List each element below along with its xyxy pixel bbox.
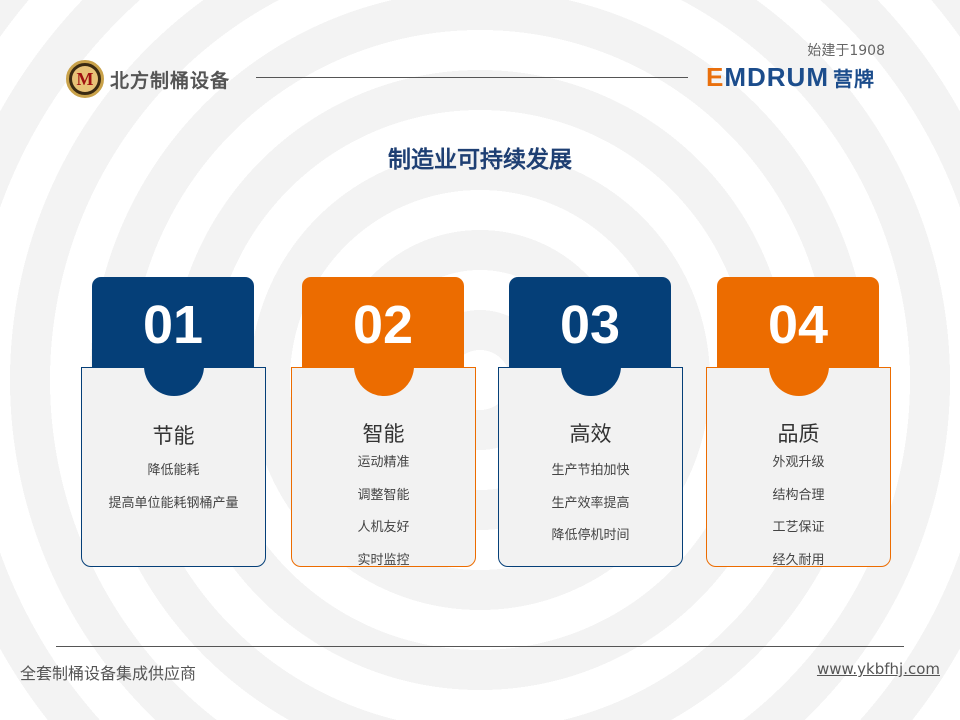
card-title: 节能 [152, 424, 195, 448]
card-line: 调整智能 [357, 487, 410, 503]
card-line: 人机友好 [357, 520, 410, 535]
page-title: 制造业可持续发展 [388, 147, 572, 173]
company-name: 北方制桶设备 [110, 69, 231, 92]
brand-logo: EMDRUM 营牌 [706, 62, 875, 93]
card-title: 高效 [569, 422, 612, 446]
website-link[interactable]: www.ykbfhj.com [816, 660, 940, 678]
feature-card [706, 367, 891, 567]
footer-divider [56, 646, 904, 647]
brand-cn: 营牌 [833, 69, 875, 91]
brand-letter: E [706, 62, 725, 92]
card-line: 结构合理 [772, 487, 825, 503]
card-line: 提高单位能耗钢桶产量 [108, 495, 239, 511]
company-logo: M 北方制桶设备 [66, 60, 230, 98]
card-line: 生产效率提高 [551, 495, 630, 511]
card-line: 运动精准 [357, 455, 410, 470]
card-number: 01 [92, 277, 254, 367]
feature-card [498, 367, 683, 567]
card-line: 降低停机时间 [551, 528, 630, 543]
card-title: 智能 [362, 422, 405, 446]
brand-latin: MDRUM [724, 62, 829, 92]
footer-tagline: 全套制桶设备集成供应商 [20, 664, 197, 683]
card-number: 02 [302, 277, 464, 367]
card-line: 经久耐用 [772, 552, 825, 568]
feature-card [81, 367, 266, 567]
header-divider [256, 77, 688, 78]
card-number: 03 [509, 277, 671, 367]
card-line: 工艺保证 [772, 520, 825, 535]
card-line: 降低能耗 [147, 463, 200, 478]
card-line: 实时监控 [357, 552, 410, 568]
card-title: 品质 [777, 422, 820, 446]
since-text: 始建于1908 [807, 43, 885, 59]
card-line: 生产节拍加快 [551, 463, 630, 478]
seal-icon: M [66, 60, 104, 98]
card-line: 外观升级 [772, 455, 825, 470]
card-number: 04 [717, 277, 879, 367]
